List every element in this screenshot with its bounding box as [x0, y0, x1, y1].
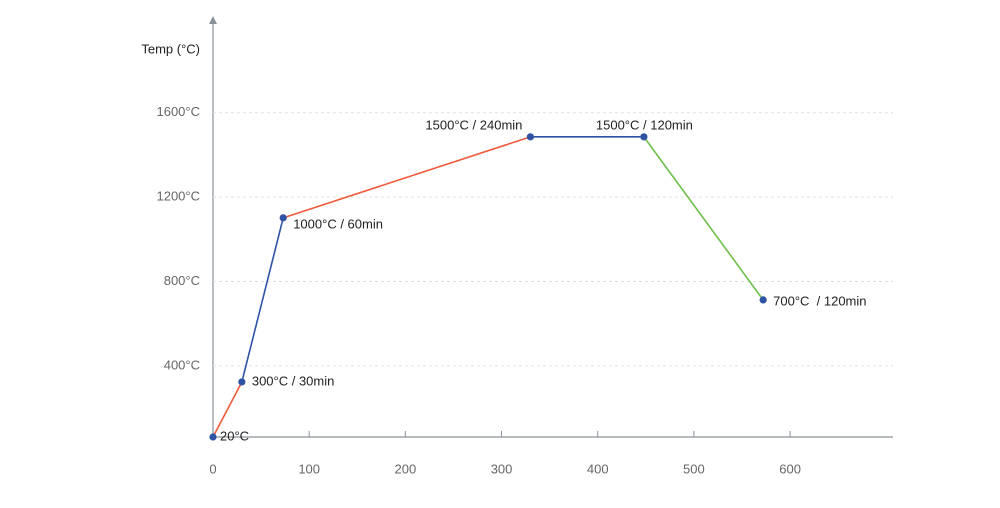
point-label: 20°C — [220, 428, 249, 443]
data-point — [759, 296, 767, 304]
x-tick-label: 600 — [779, 461, 801, 476]
y-tick-label: 800°C — [164, 273, 200, 288]
data-point — [640, 133, 648, 141]
line-segment — [643, 136, 764, 301]
y-tick-label: 1200°C — [156, 189, 200, 204]
y-tick-label: 1600°C — [156, 104, 200, 119]
y-axis-arrow — [209, 16, 217, 24]
line-segment — [212, 381, 243, 438]
data-point — [526, 133, 534, 141]
x-tick-label: 400 — [587, 461, 609, 476]
point-label: 1000°C / 60min — [293, 216, 383, 231]
x-tick-label: 0 — [209, 461, 216, 476]
x-tick-label: 500 — [683, 461, 705, 476]
data-point — [209, 433, 217, 441]
data-point — [279, 214, 287, 222]
x-tick-label: 300 — [491, 461, 513, 476]
line-segment — [241, 217, 284, 383]
y-tick-label: 400°C — [164, 357, 200, 372]
point-label: 300°C / 30min — [252, 373, 335, 388]
x-tick-label: 100 — [298, 461, 320, 476]
data-point — [238, 378, 246, 386]
y-axis-label: Temp (°C) — [141, 41, 200, 56]
point-label: 1500°C / 240min — [425, 117, 522, 132]
point-label: 1500°C / 120min — [596, 117, 693, 132]
x-tick-label: 200 — [395, 461, 417, 476]
line-segment — [282, 136, 531, 219]
point-label: 700°C / 120min — [773, 293, 866, 308]
